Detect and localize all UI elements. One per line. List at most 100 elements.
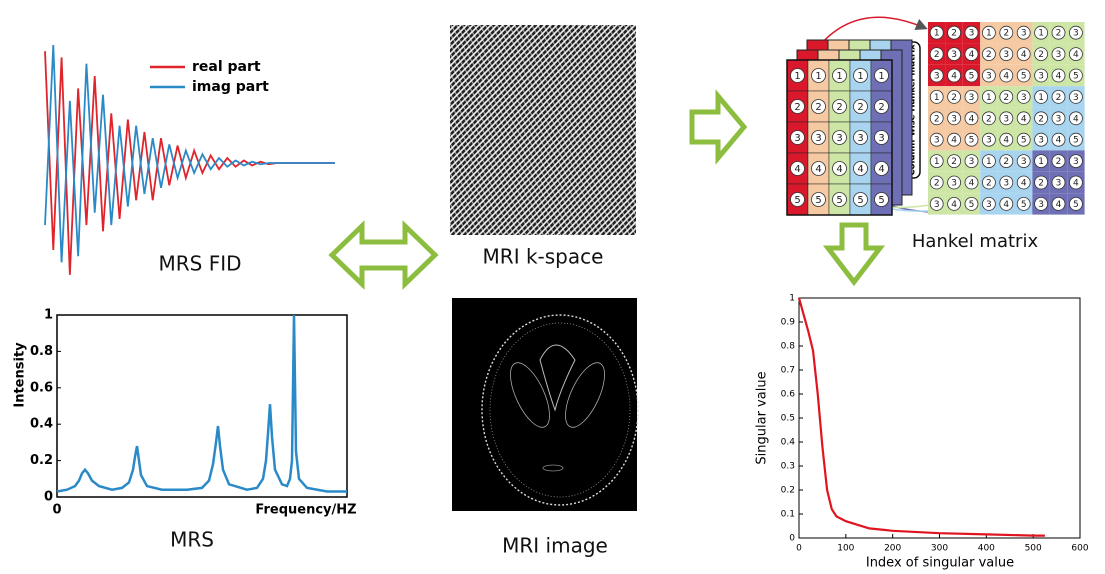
matrix-number: 1 — [986, 157, 992, 167]
matrix-number: 1 — [857, 71, 863, 82]
y-tick-label: 0.3 — [781, 462, 795, 472]
kspace-caption: MRI k-space — [483, 245, 604, 269]
matrix-number: 3 — [1073, 157, 1079, 167]
matrix-number: 1 — [934, 93, 940, 103]
matrix-number: 4 — [1021, 179, 1027, 189]
matrix-number: 3 — [1021, 29, 1027, 39]
matrix-number: 3 — [986, 72, 992, 82]
matrix-number: 2 — [815, 102, 821, 113]
matrix-number: 2 — [951, 93, 957, 103]
matrix-number: 5 — [794, 195, 800, 206]
matrix-number: 1 — [1038, 157, 1044, 167]
matrix-number: 4 — [1056, 200, 1062, 210]
matrix-number: 4 — [1073, 50, 1079, 60]
matrix-number: 2 — [857, 102, 863, 113]
matrix-number: 2 — [1056, 29, 1062, 39]
y-tick-label: 0.8 — [30, 344, 53, 359]
matrix-number: 2 — [1038, 114, 1044, 124]
data-line — [57, 315, 347, 492]
y-tick-label: 0 — [789, 534, 795, 544]
y-tick-label: 1 — [44, 308, 53, 323]
matrix-number: 4 — [794, 164, 800, 175]
y-tick-label: 0.4 — [781, 438, 796, 448]
mri-image-caption: MRI image — [502, 534, 608, 558]
matrix-number: 4 — [836, 164, 842, 175]
plot-frame — [799, 298, 1080, 538]
matrix-number: 2 — [1003, 93, 1009, 103]
x-tick-label: 400 — [978, 544, 995, 554]
matrix-number: 5 — [969, 136, 975, 146]
matrix-number: 3 — [969, 157, 975, 167]
matrix-number: 3 — [986, 200, 992, 210]
matrix-number: 3 — [857, 133, 863, 144]
y-axis-label: Singular value — [755, 371, 770, 464]
matrix-number: 3 — [934, 72, 940, 82]
matrix-number: 4 — [1056, 72, 1062, 82]
y-tick-label: 0.5 — [781, 414, 795, 424]
matrix-number: 2 — [951, 157, 957, 167]
matrix-number: 4 — [969, 50, 975, 60]
matrix-number: 2 — [951, 29, 957, 39]
y-tick-label: 0.4 — [30, 417, 53, 432]
matrix-number: 2 — [986, 179, 992, 189]
matrix-number: 4 — [1003, 72, 1009, 82]
matrix-number: 1 — [986, 29, 992, 39]
kspace-texture — [450, 25, 636, 235]
matrix-number: 2 — [1056, 157, 1062, 167]
figure: MRI k-space MRI image Column-wise Hankel… — [0, 0, 1105, 574]
matrix-number: 3 — [1073, 29, 1079, 39]
matrix-number: 5 — [969, 200, 975, 210]
matrix-number: 3 — [878, 133, 884, 144]
matrix-number: 2 — [986, 114, 992, 124]
matrix-number: 3 — [934, 200, 940, 210]
x-tick-label: 500 — [1025, 544, 1042, 554]
matrix-number: 2 — [934, 50, 940, 60]
chart-title: MRS FID — [158, 252, 241, 276]
matrix-number: 4 — [951, 136, 957, 146]
matrix-number: 3 — [1056, 114, 1062, 124]
matrix-number: 3 — [815, 133, 821, 144]
matrix-number: 3 — [1021, 93, 1027, 103]
x-tick-label: 300 — [931, 544, 948, 554]
matrix-number: 2 — [1056, 93, 1062, 103]
matrix-number: 5 — [878, 195, 884, 206]
matrix-number: 3 — [1003, 179, 1009, 189]
matrix-number: 3 — [1073, 93, 1079, 103]
matrix-number: 3 — [969, 93, 975, 103]
y-tick-label: 1 — [789, 294, 795, 304]
y-axis-label: Intensity — [13, 342, 28, 408]
matrix-number: 3 — [969, 29, 975, 39]
fid-line — [45, 45, 335, 262]
matrix-number: 2 — [878, 102, 884, 113]
y-tick-label: 0.1 — [781, 510, 795, 520]
plot-frame — [57, 315, 347, 497]
matrix-number: 3 — [1038, 136, 1044, 146]
matrix-number: 3 — [794, 133, 800, 144]
x-tick-label: 0 — [52, 503, 61, 518]
matrix-number: 5 — [857, 195, 863, 206]
x-tick-label: 200 — [884, 544, 901, 554]
x-tick-label: 100 — [837, 544, 854, 554]
matrix-number: 4 — [951, 72, 957, 82]
matrix-number: 3 — [1056, 50, 1062, 60]
legend-label: real part — [192, 59, 261, 75]
right-arrow — [692, 96, 744, 158]
matrix-number: 3 — [934, 136, 940, 146]
matrix-number: 3 — [1056, 179, 1062, 189]
matrix-number: 3 — [1021, 157, 1027, 167]
matrix-number: 5 — [1073, 200, 1079, 210]
matrix-number: 4 — [969, 179, 975, 189]
matrix-number: 3 — [986, 136, 992, 146]
matrix-number: 2 — [934, 179, 940, 189]
matrix-number: 2 — [794, 102, 800, 113]
matrix-number: 2 — [986, 50, 992, 60]
matrix-number: 2 — [1003, 29, 1009, 39]
matrix-number: 1 — [878, 71, 884, 82]
matrix-number: 1 — [1038, 93, 1044, 103]
chart-title: MRS — [170, 528, 214, 552]
matrix-number: 4 — [1003, 136, 1009, 146]
mri-image — [452, 298, 638, 511]
matrix-number: 2 — [836, 102, 842, 113]
data-line — [799, 298, 1045, 536]
matrix-number: 1 — [794, 71, 800, 82]
